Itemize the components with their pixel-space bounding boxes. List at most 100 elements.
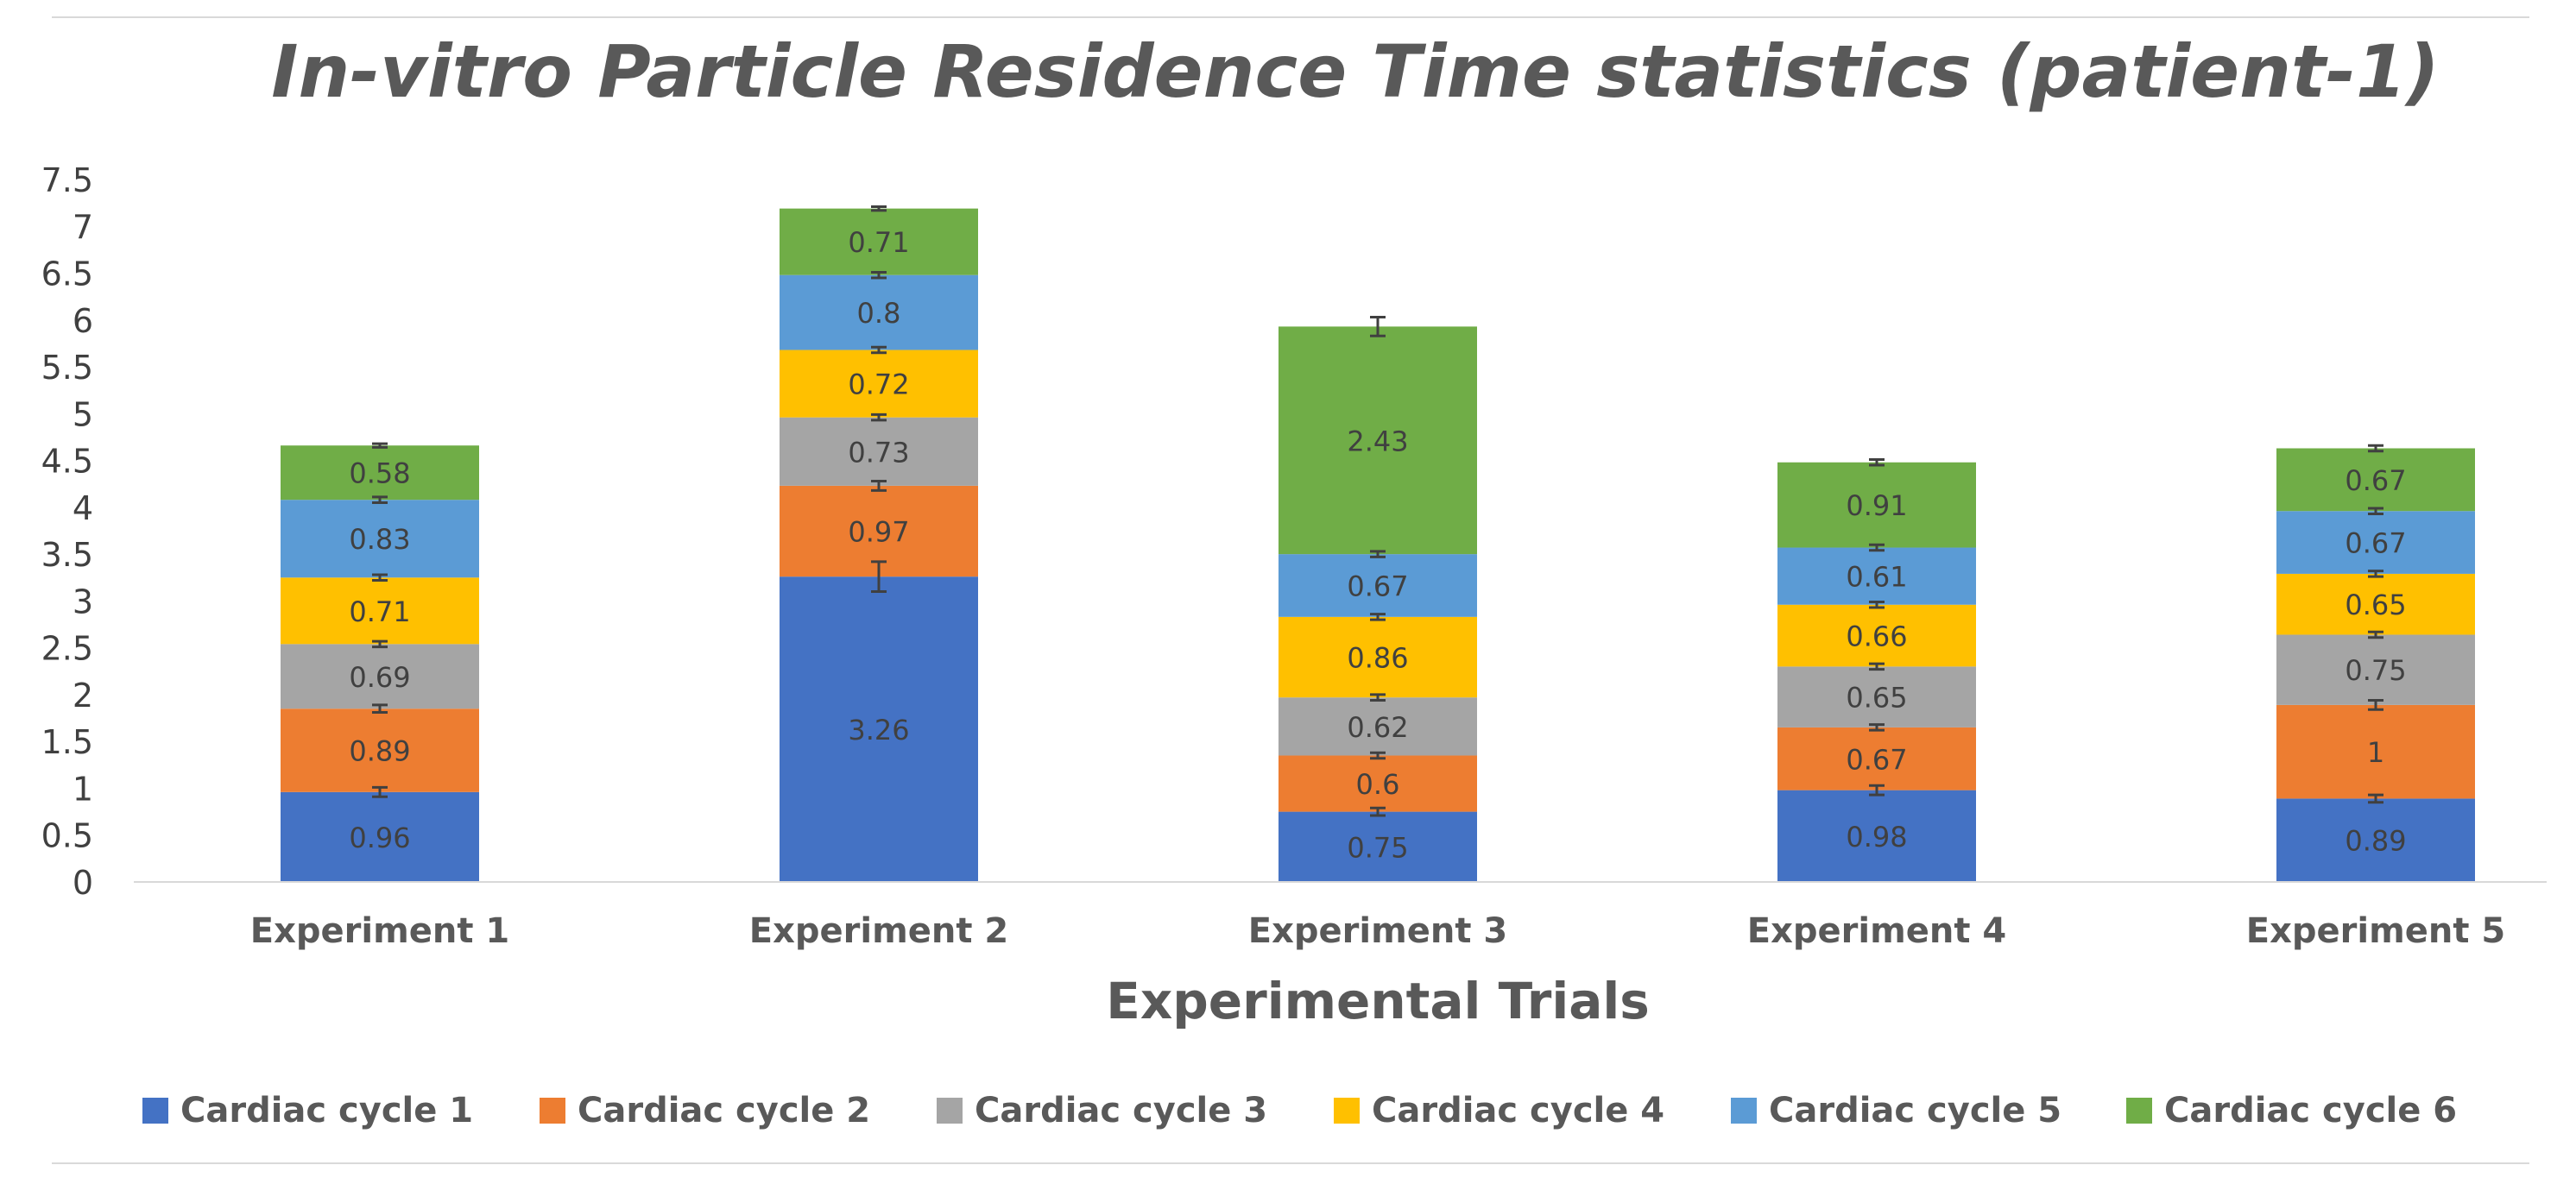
- x-tick-label: Experiment 3: [1248, 911, 1508, 951]
- bar-segment: [2276, 573, 2475, 635]
- bar-segment: [1777, 666, 1976, 727]
- error-bar: [2368, 698, 2383, 711]
- legend-swatch: [1334, 1098, 1360, 1124]
- error-bar: [1370, 613, 1386, 621]
- data-label: 0.65: [1846, 682, 1907, 715]
- error-bar: [1370, 550, 1386, 558]
- y-tick-label: 2.5: [41, 630, 93, 668]
- data-label: 0.86: [1347, 642, 1408, 675]
- error-bar: [1869, 662, 1885, 671]
- error-bar: [2368, 570, 2383, 578]
- legend-label: Cardiac cycle 2: [578, 1091, 870, 1130]
- error-bar: [372, 703, 388, 715]
- error-bar: [1869, 784, 1885, 797]
- bar-segment: [1777, 727, 1976, 790]
- data-label: 0.73: [848, 436, 909, 469]
- data-label: 0.91: [1846, 489, 1907, 522]
- data-label: 3.26: [848, 714, 909, 746]
- error-bar: [372, 573, 388, 583]
- error-bar: [1370, 693, 1386, 702]
- x-tick-label: Experiment 1: [250, 911, 510, 951]
- bar-segment: [281, 709, 479, 792]
- bar-segment: [1777, 547, 1976, 605]
- y-tick-label: 1: [73, 770, 93, 808]
- legend-label: Cardiac cycle 5: [1769, 1091, 2061, 1130]
- data-labels: 0.96 0.89 0.69 0.71 0.83 0.58 3.26 0.97 0.73 0.72…: [349, 226, 2406, 864]
- data-label: 1: [2367, 736, 2384, 769]
- data-label: 0.97: [848, 516, 909, 549]
- data-label: 0.75: [2345, 654, 2406, 687]
- y-tick-label: 5.5: [41, 349, 93, 387]
- data-label: 0.83: [349, 523, 410, 556]
- bar-segment: [281, 445, 479, 501]
- error-bar: [1869, 458, 1885, 467]
- bar-segment: [1279, 697, 1477, 756]
- legend-item: Cardiac cycle 5: [1731, 1091, 2061, 1130]
- y-tick-label: 4.5: [41, 443, 93, 481]
- y-tick-label: 0.5: [41, 817, 93, 855]
- data-label: 0.69: [349, 661, 410, 694]
- legend-swatch: [540, 1098, 565, 1124]
- error-bar: [2368, 507, 2383, 515]
- bar-segment: [2276, 634, 2475, 705]
- data-label: 0.6: [1356, 768, 1400, 801]
- data-label: 0.66: [1846, 620, 1907, 653]
- error-bar: [372, 785, 388, 798]
- legend-label: Cardiac cycle 4: [1372, 1091, 1664, 1130]
- y-tick-label: 3: [73, 583, 93, 620]
- legend: Cardiac cycle 1 Cardiac cycle 2 Cardiac cy…: [142, 1091, 2457, 1130]
- y-tick-label: 7.5: [41, 161, 93, 199]
- x-axis-title: Experimental Trials: [1106, 972, 1650, 1030]
- bar-segment: [1279, 554, 1477, 617]
- legend-item: Cardiac cycle 2: [540, 1091, 870, 1130]
- bar-segment: [281, 500, 479, 578]
- bar-segment: [1279, 811, 1477, 882]
- error-bar: [1869, 600, 1885, 609]
- error-bar: [1869, 543, 1885, 552]
- bar-segment: [1777, 790, 1976, 882]
- data-label: 0.96: [349, 822, 410, 854]
- y-tick-label: 3.5: [41, 536, 93, 574]
- data-label: 0.72: [848, 368, 909, 401]
- data-label: 0.71: [349, 595, 410, 628]
- error-bar: [871, 479, 887, 492]
- data-label: 0.62: [1347, 711, 1408, 744]
- bar-segment: [1279, 616, 1477, 698]
- legend-label: Cardiac cycle 3: [975, 1091, 1267, 1130]
- bar-segment: [1777, 604, 1976, 667]
- error-bar: [2368, 444, 2383, 453]
- bar-segment: [780, 274, 978, 350]
- bar-segment: [780, 417, 978, 486]
- data-label: 2.43: [1347, 425, 1408, 457]
- x-tick-label: Experiment 4: [1747, 911, 2007, 951]
- y-tick-label: 5: [73, 395, 93, 433]
- legend-swatch: [2126, 1098, 2152, 1124]
- bar-segment: [1279, 326, 1477, 555]
- legend-item: Cardiac cycle 3: [937, 1091, 1267, 1130]
- legend-swatch: [142, 1098, 168, 1124]
- bar-segment: [2276, 448, 2475, 512]
- x-tick-label: Experiment 2: [749, 911, 1009, 951]
- data-label: 0.75: [1347, 831, 1408, 864]
- y-axis: 0 0.5 1 1.5 2 2.5 3 3.5 4 4.5 5 5.5 6 6.5 7 7.5: [41, 161, 93, 902]
- legend-item: Cardiac cycle 4: [1334, 1091, 1664, 1130]
- error-bar: [2368, 630, 2383, 639]
- data-label: 0.71: [848, 226, 909, 259]
- error-bar: [2368, 793, 2383, 804]
- legend-item: Cardiac cycle 1: [142, 1091, 473, 1130]
- legend-label: Cardiac cycle 6: [2164, 1091, 2457, 1130]
- data-label: 0.58: [349, 457, 410, 490]
- data-label: 0.8: [857, 297, 901, 330]
- legend-label: Cardiac cycle 1: [180, 1091, 473, 1130]
- error-bar: [1370, 316, 1386, 337]
- bar-segment: [780, 350, 978, 418]
- error-bar: [871, 270, 887, 280]
- y-tick-label: 1.5: [41, 723, 93, 761]
- error-bar: [372, 639, 388, 649]
- error-bar: [372, 495, 388, 504]
- data-label: 0.67: [2345, 527, 2406, 560]
- legend-item: Cardiac cycle 6: [2126, 1091, 2457, 1130]
- data-label: 0.67: [1347, 570, 1408, 602]
- data-label: 0.89: [349, 735, 410, 768]
